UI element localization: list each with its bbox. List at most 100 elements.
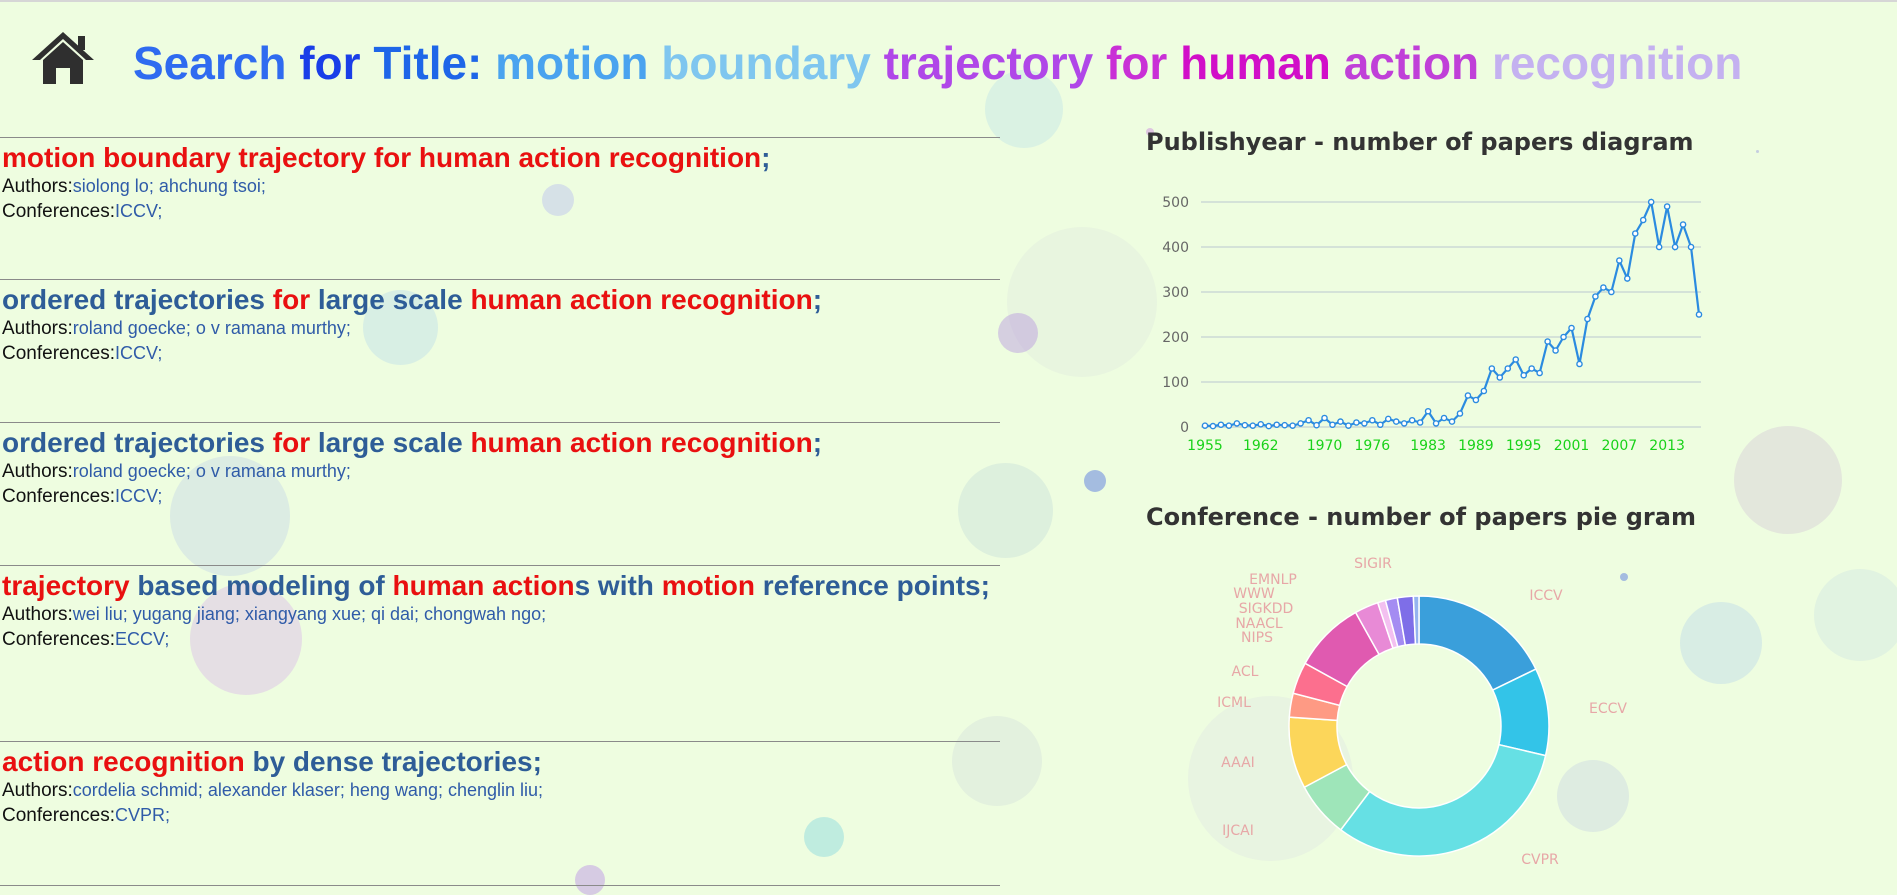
decorative-bubble	[1756, 150, 1759, 153]
conferences-label: Conferences:	[2, 486, 116, 507]
pie-label: EMNLP	[1249, 572, 1297, 588]
x-tick-label: 1976	[1355, 438, 1391, 454]
line-point	[1424, 407, 1432, 415]
authors-label: Authors:	[2, 604, 73, 625]
result-conferences: Conferences:ECCV;	[0, 627, 1000, 652]
result-title-part: ordered trajectories	[2, 427, 273, 458]
decorative-bubble	[1084, 470, 1106, 492]
y-tick-label: 100	[1162, 375, 1189, 391]
line-point	[1448, 418, 1456, 425]
line-point	[1671, 243, 1679, 251]
result-item: motion boundary trajectory for human act…	[0, 137, 1000, 224]
authors-value[interactable]: roland goecke; o v ramana murthy;	[72, 318, 351, 338]
result-title-part: ;	[812, 427, 823, 458]
pie-label: SIGKDD	[1239, 601, 1294, 617]
result-title-part: action recognition	[2, 746, 245, 777]
x-tick-label: 2007	[1602, 438, 1638, 454]
authors-label: Authors:	[2, 176, 73, 197]
line-point	[1337, 418, 1344, 425]
line-point	[1568, 324, 1575, 332]
conferences-label: Conferences:	[2, 343, 116, 364]
line-point	[1408, 416, 1416, 424]
result-title[interactable]: motion boundary trajectory for human act…	[0, 141, 1000, 174]
line-point	[1201, 422, 1209, 429]
pie-slice	[1418, 595, 1537, 692]
pie-chart-title: Conference - number of papers pie gram	[1146, 503, 1696, 531]
result-conferences: Conferences:CVPR;	[0, 803, 1000, 828]
conferences-value[interactable]: ECCV;	[115, 629, 170, 649]
line-point	[1496, 374, 1504, 381]
title-segment: recognition	[1491, 37, 1743, 89]
y-tick-label: 400	[1162, 240, 1189, 256]
result-authors: Authors:roland goecke; o v ramana murthy…	[0, 459, 1000, 484]
pie-label: WWW	[1233, 586, 1275, 602]
line-chart-title: Publishyear - number of papers diagram	[1146, 128, 1694, 156]
pie-label: ICML	[1217, 695, 1251, 711]
authors-value[interactable]: roland goecke; o v ramana murthy;	[72, 461, 351, 481]
line-point	[1520, 371, 1528, 379]
line-point	[1504, 365, 1512, 372]
pie-label: CVPR	[1521, 852, 1559, 868]
line-point	[1209, 422, 1217, 430]
line-point	[1663, 203, 1671, 210]
line-point	[1225, 422, 1233, 429]
authors-value[interactable]: siolong lo; ahchung tsoi;	[72, 176, 266, 196]
line-point	[1512, 356, 1520, 363]
title-segment: action	[1343, 37, 1492, 89]
result-item: trajectory based modeling of human actio…	[0, 565, 1000, 652]
result-title-part: trajectory	[2, 570, 130, 601]
line-point	[1297, 420, 1304, 427]
result-title-part: motion boundary trajectory for human act…	[2, 142, 762, 173]
x-tick-label: 2001	[1554, 438, 1590, 454]
result-title[interactable]: action recognition by dense trajectories…	[0, 745, 1000, 778]
result-conferences: Conferences:ICCV;	[0, 341, 1000, 366]
result-title[interactable]: trajectory based modeling of human actio…	[0, 569, 1000, 602]
line-point	[1687, 243, 1695, 251]
line-point	[1655, 243, 1663, 251]
result-title-part: for	[272, 427, 311, 458]
decorative-bubble	[998, 313, 1038, 353]
pie-label: IJCAI	[1222, 823, 1254, 839]
authors-label: Authors:	[2, 461, 73, 482]
line-point	[1257, 420, 1265, 428]
line-point	[1616, 257, 1623, 264]
line-point	[1321, 414, 1328, 422]
result-divider	[0, 885, 1000, 886]
line-point	[1265, 422, 1273, 430]
result-item: ordered trajectories for large scale hum…	[0, 422, 1000, 509]
line-point	[1440, 414, 1448, 422]
result-authors: Authors:wei liu; yugang jiang; xiangyang…	[0, 602, 1000, 627]
line-point	[1392, 418, 1400, 425]
line-point	[1233, 420, 1241, 427]
pie-slice	[1339, 743, 1547, 857]
conferences-value[interactable]: CVPR;	[115, 805, 171, 825]
line-chart: 0 100 200 300 400 500 1955 1962 1970 1976 1983 1989…	[1162, 195, 1703, 454]
x-tick-label: 1995	[1506, 438, 1542, 454]
search-title: Search for Title: motion boundary trajec…	[133, 28, 1742, 98]
pie-label: AAAI	[1221, 755, 1255, 771]
result-authors: Authors:roland goecke; o v ramana murthy…	[0, 316, 1000, 341]
conferences-value[interactable]: ICCV;	[115, 343, 163, 363]
line-point	[1241, 421, 1249, 429]
line-point	[1488, 365, 1496, 372]
authors-value[interactable]: cordelia schmid; alexander klaser; heng …	[72, 780, 544, 800]
line-point	[1536, 369, 1543, 377]
conferences-value[interactable]: ICCV;	[115, 486, 163, 506]
x-tick-label: 1962	[1243, 438, 1279, 454]
result-title-part: ordered trajectories	[2, 284, 273, 315]
line-point	[1584, 315, 1591, 323]
home-button[interactable]	[30, 28, 96, 86]
line-point	[1416, 419, 1424, 426]
conferences-value[interactable]: ICCV;	[115, 201, 163, 221]
result-title[interactable]: ordered trajectories for large scale hum…	[0, 426, 1000, 459]
pie-chart: ICCVECCVCVPRIJCAIAAAIICMLACLNIPSNAACLSIG…	[1217, 556, 1627, 868]
result-title[interactable]: ordered trajectories for large scale hum…	[0, 283, 1000, 316]
home-icon	[32, 32, 94, 84]
line-point	[1345, 422, 1352, 429]
line-point	[1400, 420, 1408, 427]
line-point	[1456, 410, 1464, 417]
line-point	[1376, 421, 1384, 429]
result-title-part: human action	[392, 570, 575, 601]
authors-value[interactable]: wei liu; yugang jiang; xiangyang xue; qi…	[72, 604, 547, 624]
line-series	[1204, 198, 1701, 428]
